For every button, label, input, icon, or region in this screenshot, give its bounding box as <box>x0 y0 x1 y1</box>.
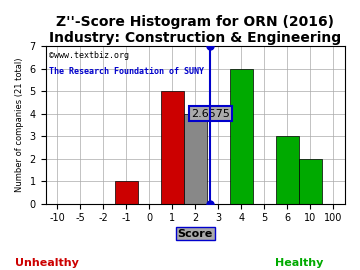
Bar <box>276 136 299 204</box>
Text: 2.6575: 2.6575 <box>191 109 230 119</box>
Bar <box>184 114 207 204</box>
X-axis label: Score: Score <box>177 229 213 239</box>
Bar <box>114 181 138 204</box>
Text: The Research Foundation of SUNY: The Research Foundation of SUNY <box>49 67 203 76</box>
Bar <box>230 69 253 204</box>
Text: Unhealthy: Unhealthy <box>15 258 79 268</box>
Title: Z''-Score Histogram for ORN (2016)
Industry: Construction & Engineering: Z''-Score Histogram for ORN (2016) Indus… <box>49 15 341 45</box>
Text: Healthy: Healthy <box>275 258 323 268</box>
Bar <box>161 91 184 204</box>
Text: ©www.textbiz.org: ©www.textbiz.org <box>49 51 129 60</box>
Y-axis label: Number of companies (21 total): Number of companies (21 total) <box>15 58 24 192</box>
Bar <box>299 158 322 204</box>
